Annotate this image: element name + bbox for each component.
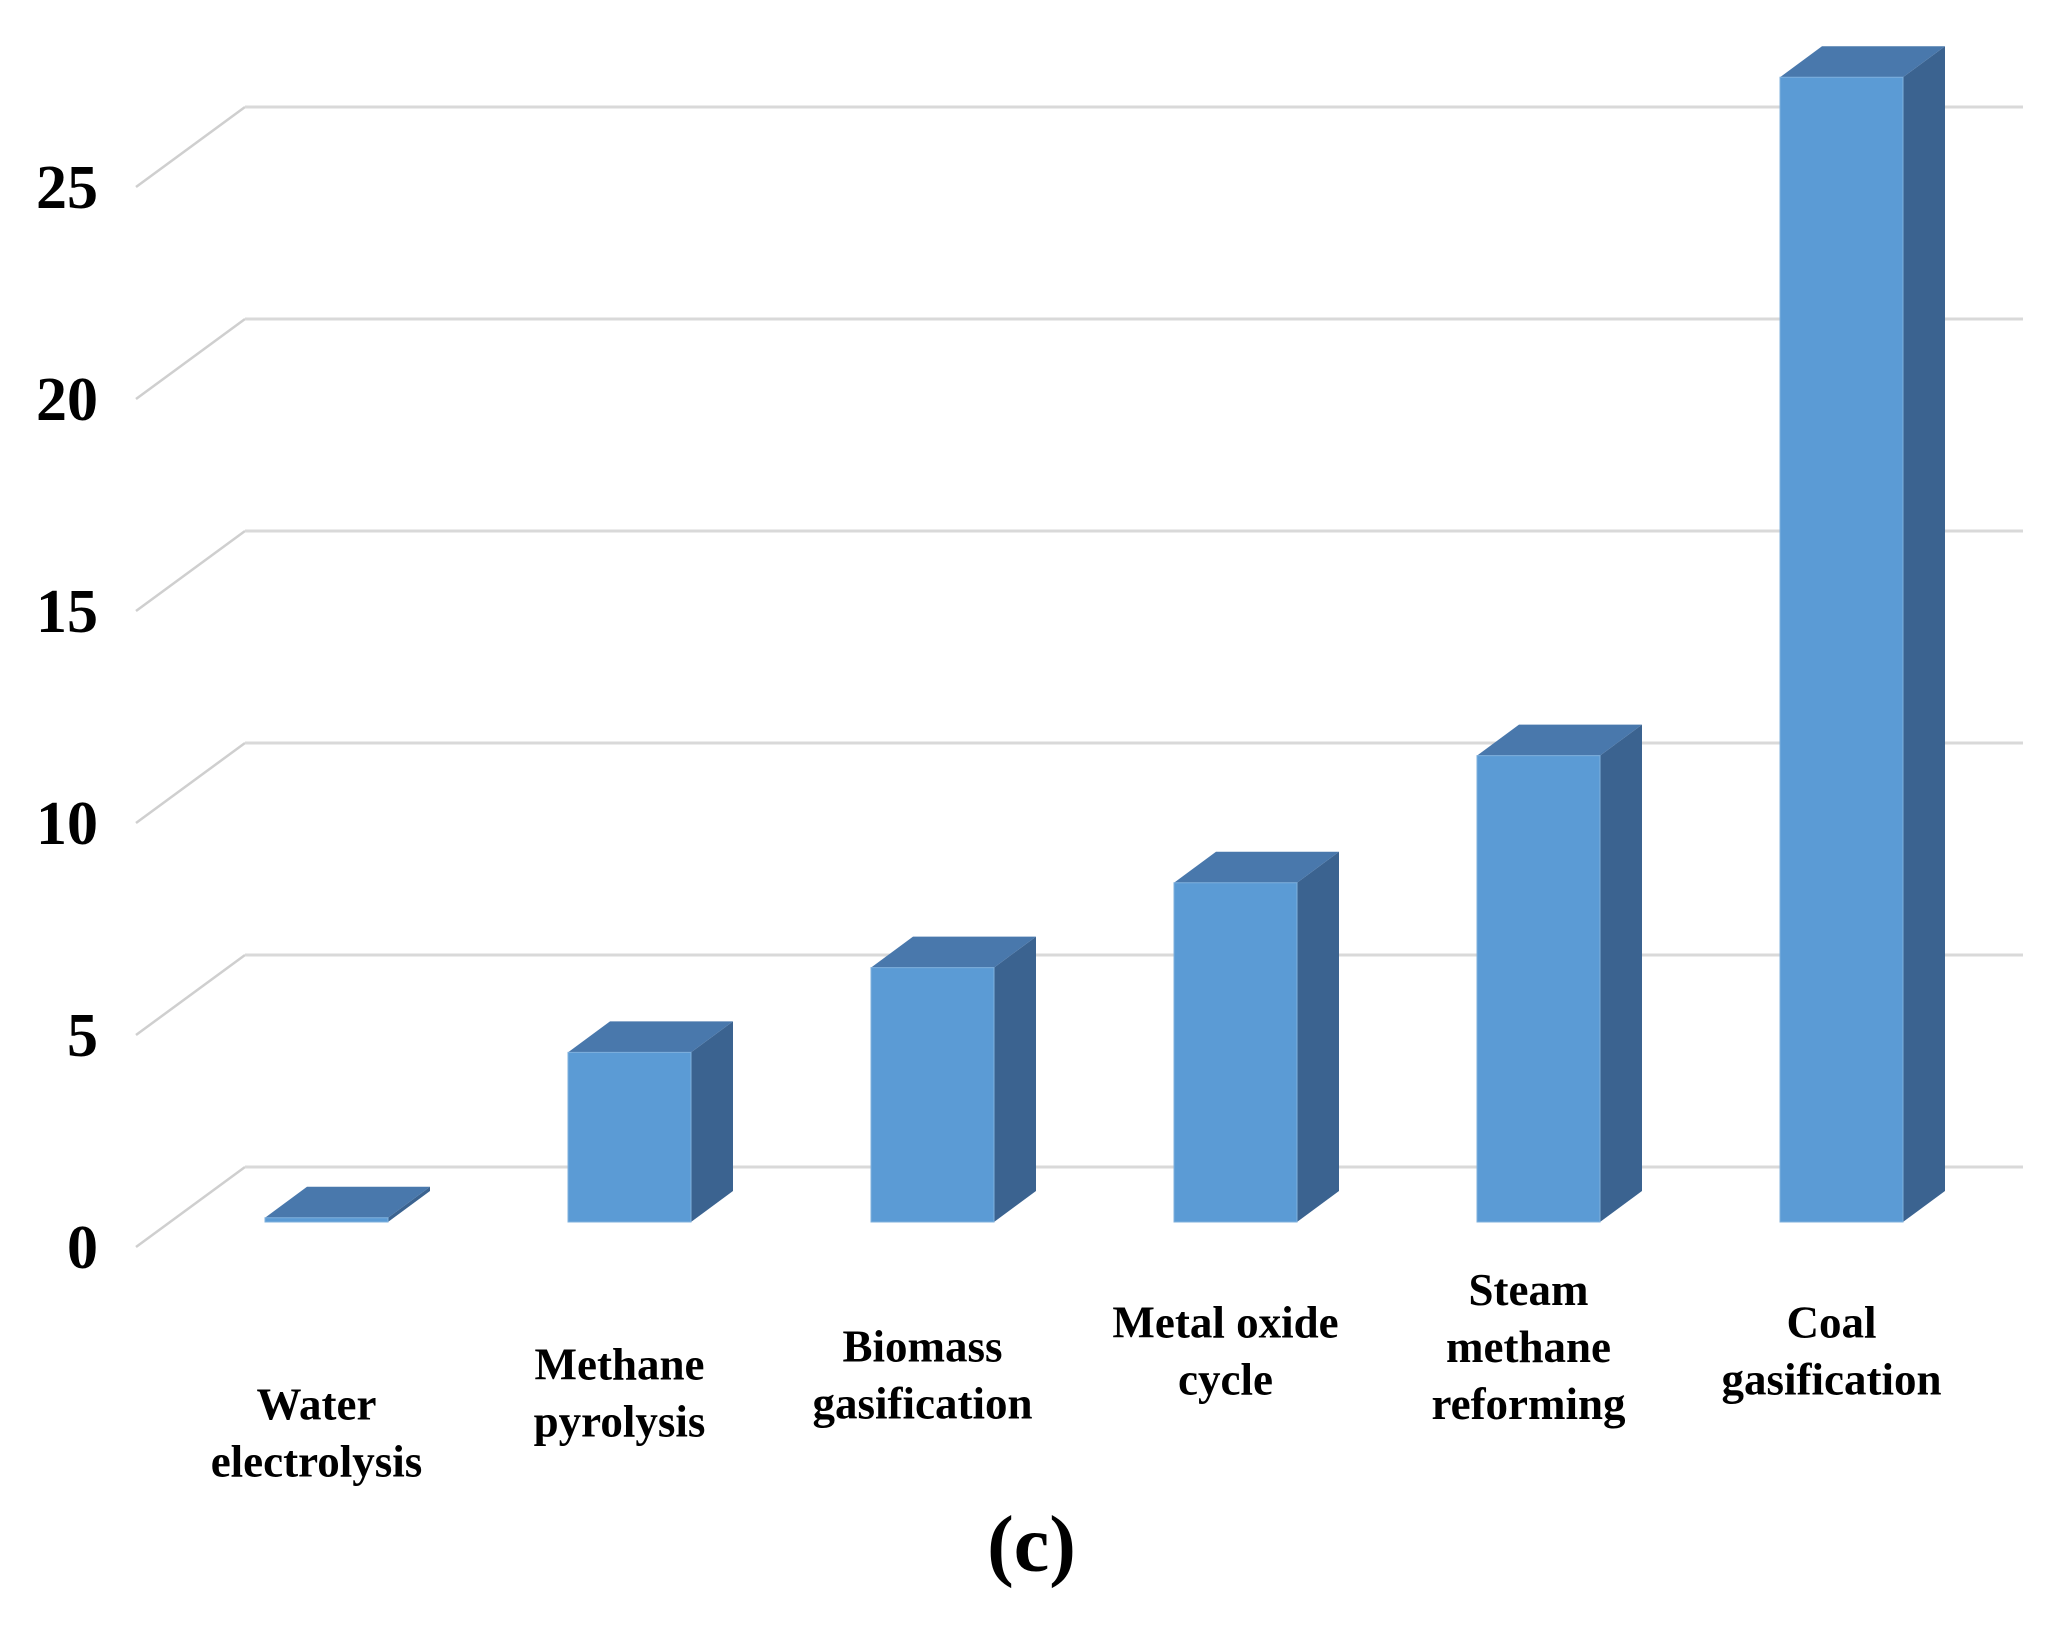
bar-side-face-coal-gasification bbox=[1903, 46, 1945, 1223]
bar-front-face-water-electrolysis bbox=[264, 1217, 389, 1223]
x-axis-label-steam-methane-reforming: Steam methane reforming bbox=[1431, 1265, 1626, 1429]
bar-front-face-metal-oxide-cycle bbox=[1173, 882, 1298, 1223]
bar-side-face-water-electrolysis bbox=[388, 1186, 430, 1222]
x-axis-label-coal-gasification: Coal gasification bbox=[1722, 1298, 1942, 1405]
bar-top-face-metal-oxide-cycle bbox=[1174, 851, 1339, 883]
bar-top-face-water-electrolysis bbox=[265, 1186, 430, 1218]
bar-steam-methane-reforming bbox=[1476, 724, 1642, 1223]
bar-top-face-methane-pyrolysis bbox=[568, 1021, 733, 1053]
x-axis-label-biomass-gasification: Biomass gasification bbox=[813, 1322, 1033, 1429]
gridline-diagonal-5 bbox=[135, 953, 246, 1037]
x-axis-label-line: electrolysis bbox=[211, 1437, 423, 1487]
gridline-diagonal-25 bbox=[135, 105, 246, 189]
x-axis-label-line: Water bbox=[257, 1380, 377, 1430]
bar-front-face-steam-methane-reforming bbox=[1476, 755, 1601, 1223]
x-axis-label-line: cycle bbox=[1178, 1355, 1273, 1405]
gridline-diagonal-10 bbox=[135, 741, 246, 825]
bar-side-face-steam-methane-reforming bbox=[1600, 724, 1642, 1222]
bar-metal-oxide-cycle bbox=[1173, 851, 1339, 1223]
gridline-diagonal-15 bbox=[135, 529, 246, 613]
bar-front-face-biomass-gasification bbox=[870, 967, 995, 1223]
figure-caption: (c) bbox=[987, 1501, 1076, 1589]
bar-front-face-coal-gasification bbox=[1779, 76, 1904, 1223]
y-axis-tick-label-5: 5 bbox=[67, 1002, 98, 1070]
bar-top-face-coal-gasification bbox=[1780, 46, 1945, 78]
bar-side-face-methane-pyrolysis bbox=[691, 1021, 733, 1222]
bar-water-electrolysis bbox=[264, 1186, 430, 1223]
bar-biomass-gasification bbox=[870, 936, 1036, 1223]
x-axis-label-line: methane bbox=[1446, 1322, 1611, 1372]
x-axis-label-line: Methane bbox=[535, 1340, 705, 1390]
bar-top-face-steam-methane-reforming bbox=[1477, 724, 1642, 756]
x-axis-label-line: reforming bbox=[1431, 1379, 1626, 1429]
y-axis-tick-label-0: 0 bbox=[67, 1214, 98, 1282]
bar-coal-gasification bbox=[1779, 46, 1945, 1223]
gridline-diagonal-20 bbox=[135, 317, 246, 401]
bar-side-face-metal-oxide-cycle bbox=[1297, 851, 1339, 1222]
x-axis-label-methane-pyrolysis: Methane pyrolysis bbox=[534, 1340, 706, 1447]
bar-top-face-biomass-gasification bbox=[871, 936, 1036, 968]
bar-front-face-methane-pyrolysis bbox=[567, 1051, 692, 1223]
y-axis-tick-label-10: 10 bbox=[36, 790, 98, 858]
x-axis-label-line: Metal oxide bbox=[1112, 1298, 1338, 1348]
x-axis-label-metal-oxide-cycle: Metal oxide cycle bbox=[1112, 1298, 1338, 1405]
x-axis-label-line: gasification bbox=[1722, 1355, 1942, 1405]
x-axis-label-line: Coal bbox=[1787, 1298, 1877, 1348]
x-axis-label-line: pyrolysis bbox=[534, 1397, 706, 1447]
bar-methane-pyrolysis bbox=[567, 1021, 733, 1223]
y-axis-tick-label-25: 25 bbox=[36, 154, 98, 222]
x-axis-label-water-electrolysis: Water electrolysis bbox=[211, 1380, 423, 1487]
x-axis-label-line: Biomass bbox=[842, 1322, 1002, 1372]
x-axis-label-line: Steam bbox=[1469, 1265, 1589, 1315]
y-axis-tick-label-15: 15 bbox=[36, 578, 98, 646]
y-axis-tick-label-20: 20 bbox=[36, 366, 98, 434]
gridline-diagonal-0 bbox=[135, 1165, 246, 1249]
bar-side-face-biomass-gasification bbox=[994, 936, 1036, 1222]
x-axis-label-line: gasification bbox=[813, 1379, 1033, 1429]
